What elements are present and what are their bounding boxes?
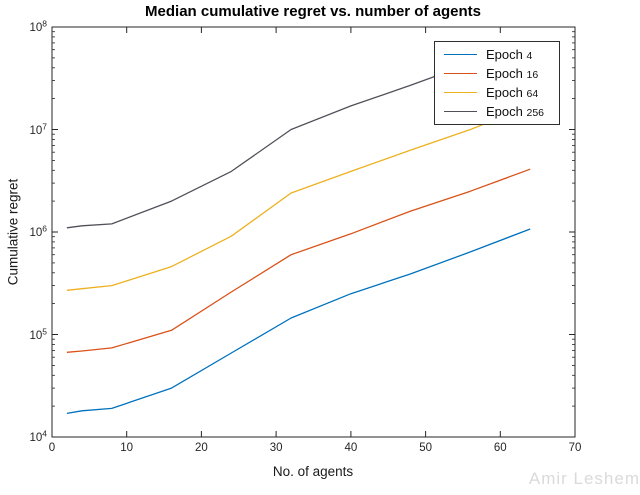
legend: Epoch 4 Epoch 16 Epoch 64 Epoch 256: [434, 41, 560, 125]
legend-item: Epoch 16: [444, 64, 559, 82]
y-tick-label: 107: [29, 120, 47, 137]
y-tick-label: 106: [29, 223, 47, 240]
x-tick-label: 50: [419, 442, 432, 454]
series-line-epoch-16: [66, 168, 531, 353]
series-line-epoch-4: [66, 228, 531, 415]
legend-item: Epoch 64: [444, 84, 559, 102]
y-tick-label: 105: [29, 325, 47, 342]
y-tick-label: 108: [29, 18, 47, 35]
chart-title: Median cumulative regret vs. number of a…: [145, 3, 481, 20]
legend-item-label: Epoch 64: [486, 85, 539, 101]
legend-item-label: Epoch 256: [486, 104, 545, 120]
x-axis-label: No. of agents: [272, 464, 354, 479]
legend-item-label: Epoch 4: [486, 46, 533, 62]
legend-line-swatch: [444, 111, 477, 113]
watermark: Amir Leshem: [528, 469, 640, 488]
series-line-epoch-64: [66, 105, 531, 291]
x-tick-label: 0: [48, 442, 56, 454]
legend-line-swatch: [444, 92, 477, 94]
x-tick-label: 40: [344, 442, 358, 454]
x-tick-label: 70: [568, 442, 582, 454]
x-tick-label: 10: [120, 442, 134, 454]
x-tick-label: 60: [493, 442, 507, 454]
legend-item: Epoch 4: [444, 45, 559, 63]
legend-item-label: Epoch 16: [486, 65, 539, 81]
x-tick-label: 30: [269, 442, 283, 454]
legend-line-swatch: [444, 72, 477, 74]
x-tick-label: 20: [194, 442, 208, 454]
legend-line-swatch: [444, 53, 477, 55]
y-tick-label: 104: [29, 428, 47, 445]
legend-item: Epoch 256: [444, 103, 559, 121]
